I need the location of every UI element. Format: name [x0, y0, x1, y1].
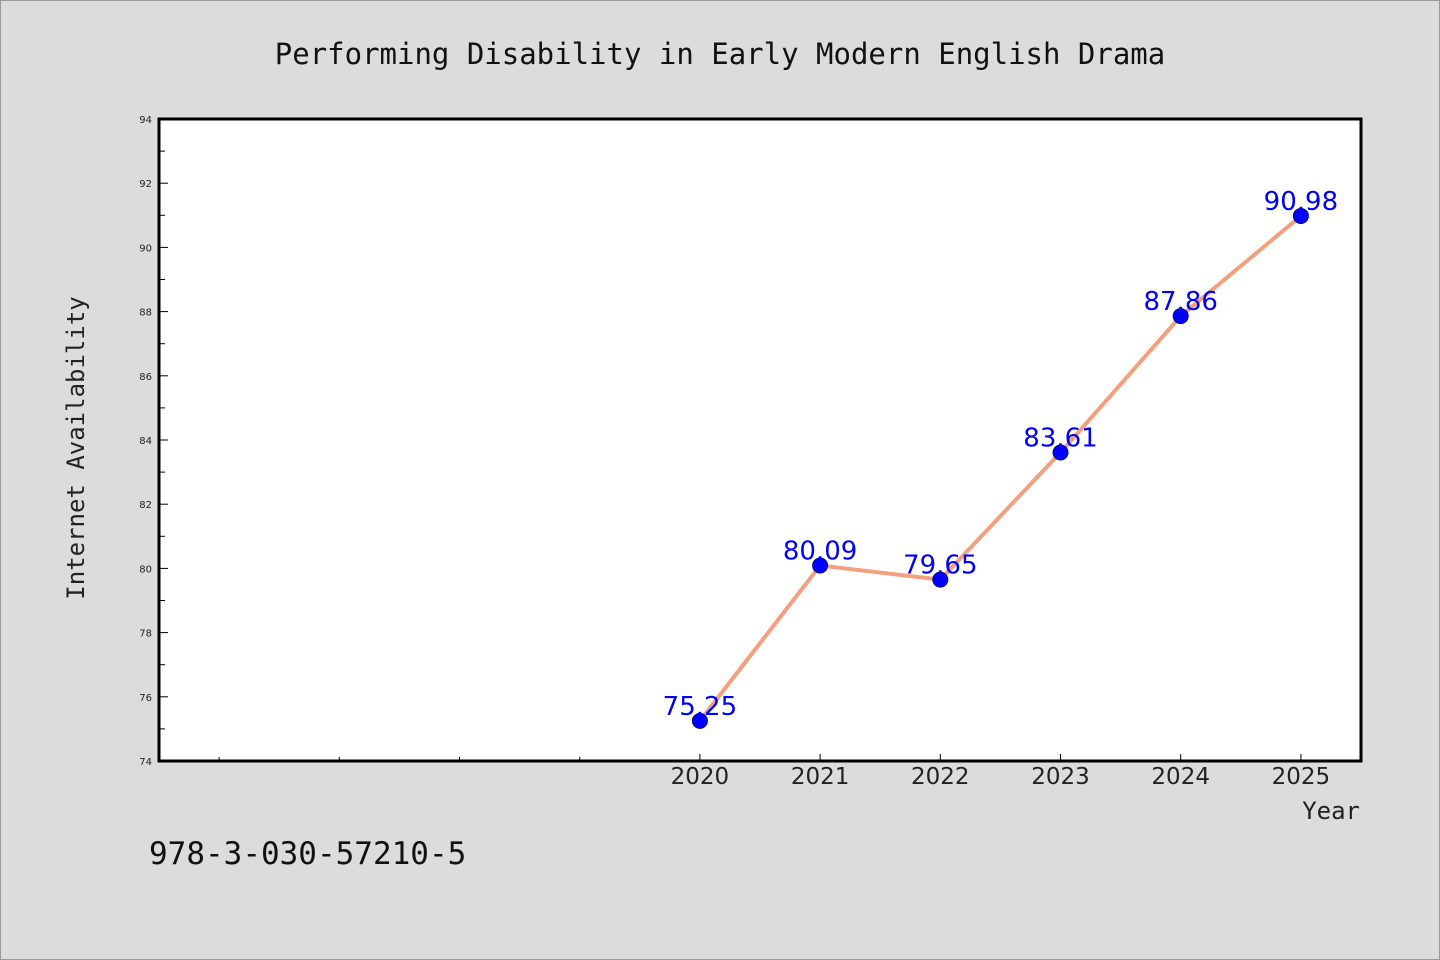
data-label: 80.09 — [783, 537, 857, 567]
y-tick-label: 88 — [139, 308, 152, 319]
chart-title: Performing Disability in Early Modern En… — [275, 37, 1165, 71]
data-label: 90.98 — [1264, 187, 1338, 217]
x-tick-label: 2024 — [1151, 764, 1210, 790]
y-tick-label: 74 — [139, 757, 152, 768]
y-tick-label: 92 — [139, 179, 152, 190]
data-point — [1172, 308, 1189, 325]
data-point — [1052, 444, 1069, 461]
x-tick-label: 2021 — [791, 764, 850, 790]
series-line — [698, 214, 1303, 723]
x-axis-label: Year — [1302, 797, 1360, 825]
y-tick-label: 90 — [139, 243, 152, 254]
data-point — [812, 557, 829, 574]
y-tick-label: 80 — [139, 564, 152, 575]
y-axis-label: Internet Availability — [62, 296, 90, 599]
data-label: 87.86 — [1143, 287, 1217, 317]
y-tick-label: 78 — [139, 629, 152, 640]
y-tick-label: 94 — [139, 115, 152, 126]
x-tick-label: 2025 — [1272, 764, 1331, 790]
data-point — [1292, 207, 1309, 224]
x-tick-label: 2020 — [671, 764, 730, 790]
data-point — [932, 571, 949, 588]
data-label: 83.61 — [1023, 424, 1097, 454]
y-axis: 74 76 78 80 82 84 86 88 90 92 94 — [139, 115, 168, 768]
y-tick-label: 84 — [139, 436, 152, 447]
plot-area — [157, 117, 1363, 763]
x-tick-label: 2023 — [1031, 764, 1090, 790]
y-tick-label: 76 — [139, 693, 152, 704]
y-tick-label: 82 — [139, 500, 152, 511]
y-tick-label: 86 — [139, 372, 152, 383]
series-layer: 75.25 80.09 79.65 83.61 87.86 90.98 — [663, 187, 1338, 729]
x-tick-label: 2022 — [911, 764, 970, 790]
data-point — [691, 712, 708, 729]
data-label: 75.25 — [663, 692, 737, 722]
data-label: 79.65 — [903, 551, 977, 581]
isbn-footer: 978-3-030-57210-5 — [149, 836, 466, 872]
x-axis: 2020 2021 2022 2023 2024 2025 — [218, 754, 1331, 790]
